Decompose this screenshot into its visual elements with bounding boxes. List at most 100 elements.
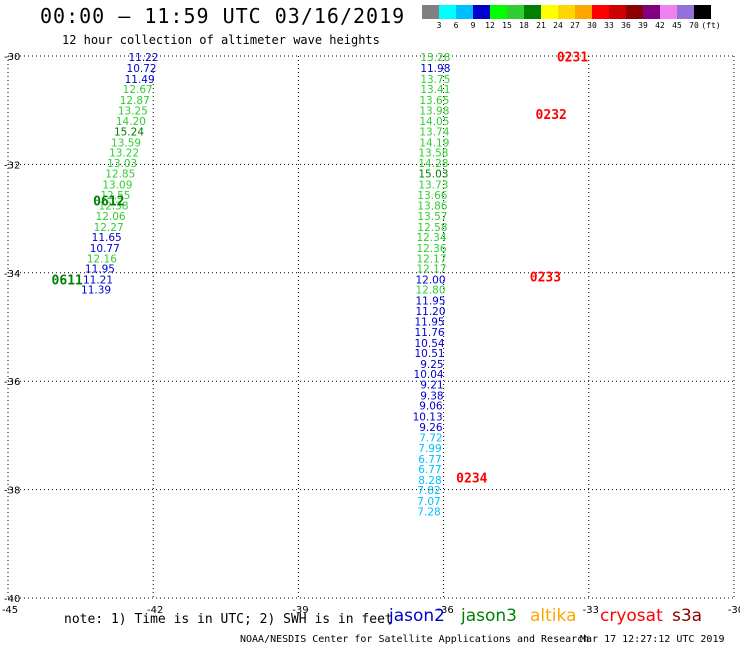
wave-height-point: 7.07 [417,496,440,508]
wave-height-point: 10.51 [415,348,445,360]
wave-height-point: 9.26 [419,422,443,434]
color-scale-label: 42 [655,21,665,30]
wave-height-point: 14.05 [419,116,449,128]
color-scale-swatch [575,5,592,19]
wave-height-point: 9.38 [420,390,443,402]
wave-height-point: 13.75 [420,74,450,86]
color-scale-swatch [439,5,456,19]
wave-height-point: 11.22 [128,52,158,64]
wave-height-point: 14.28 [418,158,448,170]
wave-height-point: 11.95 [85,264,115,276]
wave-height-point: 13.74 [419,126,449,138]
satellite-legend-s3a: s3a [672,606,703,626]
y-tick-label: -40 [4,594,20,605]
wave-height-point: 6.77 [418,454,441,466]
color-scale-swatch [524,5,541,19]
color-scale-swatch [490,5,507,19]
chart-title: 00:00 – 11:59 UTC 03/16/2019 [40,4,406,28]
wave-height-point: 13.41 [420,84,450,96]
color-scale-swatch [422,5,439,19]
color-scale-label: 15 [502,21,512,30]
chart-note: note: 1) Time is in UTC; 2) SWH is in fe… [64,612,393,627]
wave-height-point: 13.86 [417,201,447,213]
pass-time-label: 0611 [52,273,83,288]
wave-height-point: 7.28 [417,506,440,518]
wave-height-point: 11.49 [125,74,155,86]
color-scale-label: 3 [436,21,442,30]
color-scale-swatch [592,5,609,19]
footer-timestamp: Mar 17 12:27:12 UTC 2019 [580,634,725,645]
wave-height-point: 13.98 [419,105,449,117]
color-scale-label: 70 [689,21,699,30]
color-scale-label: 12 [485,21,495,30]
x-tick-label: -45 [2,605,18,616]
wave-height-point: 13.03 [107,158,137,170]
wave-height-point: 7.82 [417,485,440,497]
color-scale-label: 30 [587,21,597,30]
wave-height-point: 14.19 [419,137,449,149]
satellite-legend-cryosat: cryosat [600,606,663,626]
wave-height-point: 13.73 [418,180,448,192]
wave-height-point: 12.27 [94,222,124,234]
wave-height-point: 8.28 [418,475,441,487]
wave-height-point: 11.95 [415,296,445,308]
color-scale-swatch [507,5,524,19]
wave-height-point: 12.00 [415,274,445,286]
wave-height-point: 12.85 [105,169,135,181]
wave-height-point: 12.36 [416,243,446,255]
color-scale-label: 24 [553,21,563,30]
wave-height-point: 12.06 [96,211,126,223]
color-scale-swatch [677,5,694,19]
color-scale-label: 9 [470,21,476,30]
wave-height-point: 12.17 [416,264,446,276]
wave-height-point: 9.06 [419,401,443,413]
wave-height-point: 10.77 [90,243,120,255]
color-scale-swatch [558,5,575,19]
wave-height-point: 13.28 [420,52,450,64]
x-tick-label: -36 [437,605,453,616]
wave-height-point: 13.59 [111,137,141,149]
wave-height-point: 9.21 [420,380,443,392]
wave-height-point: 13.09 [102,180,132,192]
wave-height-point: 10.13 [413,412,443,424]
wave-height-point: 6.77 [418,464,441,476]
wave-height-point: 11.65 [92,232,122,244]
color-scale-label: 18 [519,21,529,30]
wave-height-point: 10.04 [414,369,444,381]
wave-height-point: 13.57 [417,211,447,223]
color-scale-label: 39 [638,21,648,30]
x-tick-label: -42 [147,605,163,616]
color-scale-label: 36 [621,21,631,30]
y-tick-label: -38 [4,486,20,497]
chart-subtitle: 12 hour collection of altimeter wave hei… [62,33,380,47]
pass-time-label: 0612 [93,194,124,209]
wave-height-point: 13.65 [419,95,449,107]
wave-height-point: 13.58 [418,148,448,160]
color-scale-swatch [626,5,643,19]
y-tick-label: -32 [4,160,20,171]
wave-height-point: 12.87 [120,95,150,107]
wave-height-point: 12.17 [416,253,446,265]
color-scale-swatch [473,5,490,19]
wave-height-point: 12.67 [123,84,153,96]
wave-height-point: 12.34 [416,232,446,244]
wave-height-point: 10.72 [127,63,157,75]
color-scale-swatch [643,5,660,19]
color-scale-label: 33 [604,21,614,30]
x-tick-label: -33 [583,605,599,616]
pass-time-label: 0234 [456,471,487,486]
wave-height-point: 14.20 [116,116,146,128]
x-tick-label: -30 [728,605,740,616]
wave-height-point: 11.39 [81,285,111,297]
y-tick-label: -30 [4,52,20,63]
wave-height-point: 11.95 [415,317,445,329]
wave-height-point: 9.25 [420,359,443,371]
wave-height-point: 7.72 [419,433,442,445]
color-scale-swatch [456,5,473,19]
satellite-legend-altika: altika [530,606,577,626]
wave-height-point: 12.80 [415,285,445,297]
color-scale-label: 45 [672,21,682,30]
satellite-legend-jason3: jason3 [461,606,517,626]
color-scale-label: (ft) [701,21,721,30]
